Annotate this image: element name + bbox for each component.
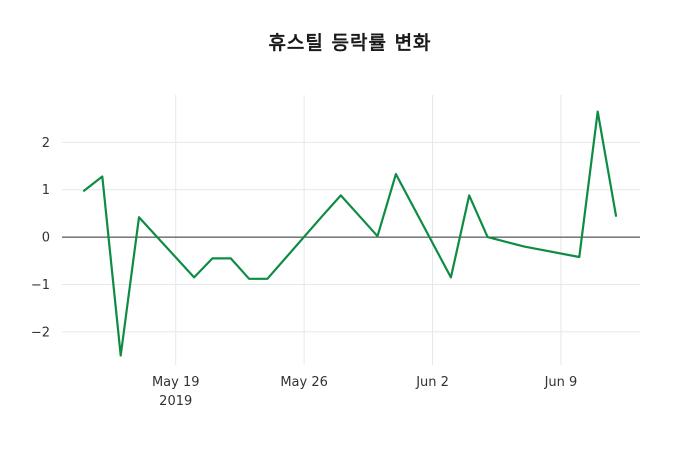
y-tick-label: 0 (42, 231, 50, 246)
x-tick-label: May 26 (280, 375, 328, 390)
x-tick-year-label: 2019 (159, 394, 192, 409)
x-tick-label: May 19 (152, 375, 200, 390)
y-tick-label: −1 (31, 278, 50, 293)
x-tick-label: Jun 9 (544, 375, 578, 390)
data-line-series (82, 110, 618, 357)
chart-title: 휴스틸 등락률 변화 (268, 32, 432, 54)
y-tick-label: −2 (31, 325, 50, 340)
y-tick-label: 2 (42, 136, 50, 151)
x-tick-label: Jun 2 (415, 375, 449, 390)
y-tick-label: 1 (42, 183, 50, 198)
